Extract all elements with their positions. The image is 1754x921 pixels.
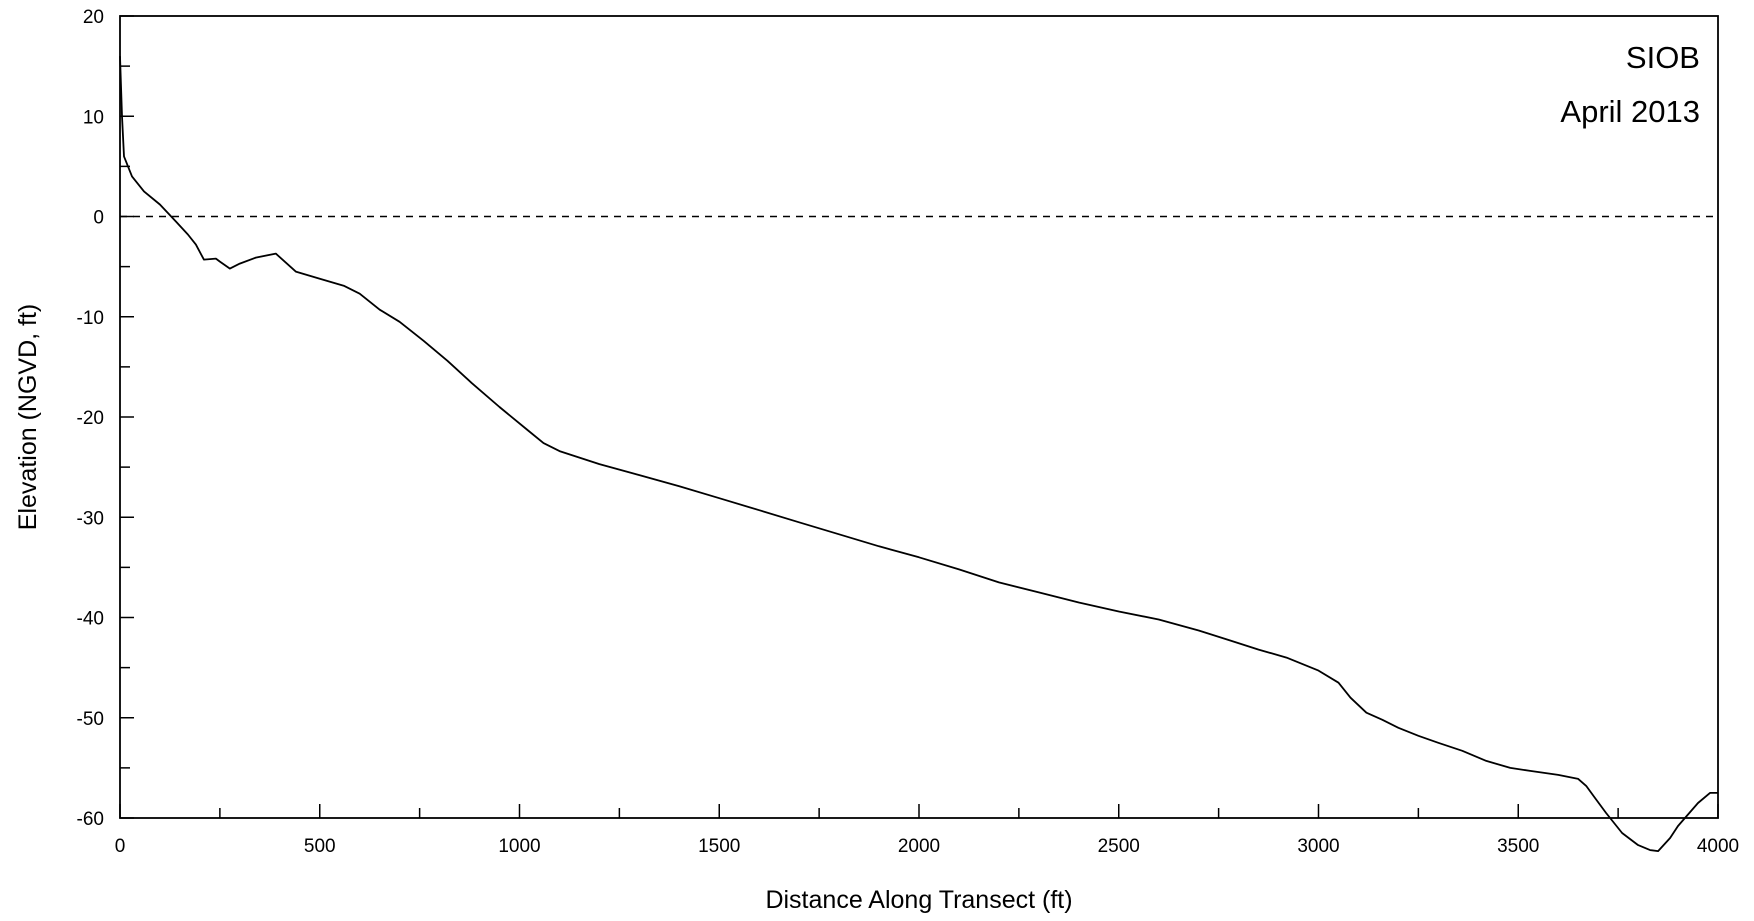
y-tick-label: 10 — [83, 107, 104, 128]
elevation-series-line — [119, 56, 1718, 852]
y-tick-label: 20 — [83, 7, 104, 28]
x-axis-title: Distance Along Transect (ft) — [765, 886, 1072, 914]
y-tick-label: -30 — [77, 508, 104, 529]
y-tick-label: 0 — [93, 208, 104, 229]
y-tick-label: -40 — [77, 609, 104, 630]
x-tick-label: 4000 — [1697, 836, 1739, 857]
y-tick-label: -10 — [77, 308, 104, 329]
x-tick-label: 3500 — [1497, 836, 1539, 857]
y-tick-label: -20 — [77, 408, 104, 429]
x-tick-label: 3000 — [1297, 836, 1339, 857]
annotation-site-label: SIOB — [1626, 40, 1700, 75]
x-tick-label: 1000 — [498, 836, 540, 857]
x-tick-label: 1500 — [698, 836, 740, 857]
y-tick-label: -50 — [77, 709, 104, 730]
y-axis-title: Elevation (NGVD, ft) — [14, 304, 42, 530]
x-tick-label: 500 — [304, 836, 336, 857]
x-tick-label: 2500 — [1098, 836, 1140, 857]
y-tick-label: -60 — [77, 809, 104, 830]
annotation-date-label: April 2013 — [1560, 94, 1700, 129]
x-tick-label: 2000 — [898, 836, 940, 857]
x-axis-ticks: 0 500 1000 1500 2000 2500 3000 3500 4000 — [115, 804, 1739, 857]
x-tick-label: 0 — [115, 836, 126, 857]
plot-area-frame — [119, 15, 1719, 819]
y-axis-ticks: 20 10 0 -10 -20 -30 -40 -50 -60 — [77, 7, 134, 830]
